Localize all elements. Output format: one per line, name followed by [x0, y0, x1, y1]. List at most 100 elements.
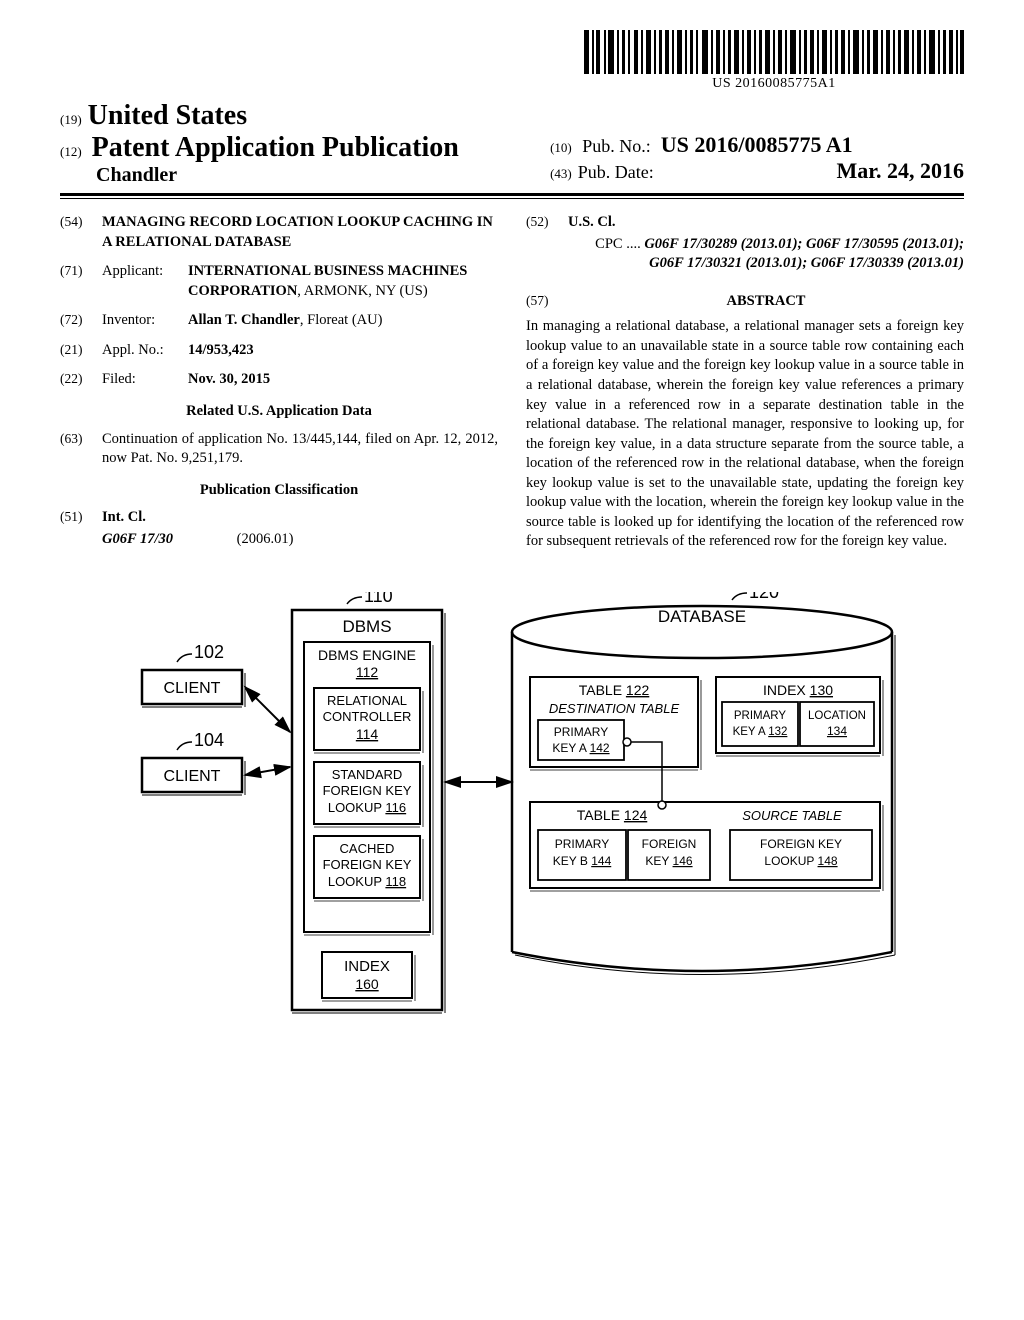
dbms-engine-ref: 112	[356, 664, 379, 680]
ref-102: 102	[194, 642, 224, 662]
relational-ref: 114	[356, 726, 379, 742]
inventor-value: Allan T. Chandler, Floreat (AU)	[188, 311, 498, 331]
ref-120: 120	[749, 592, 779, 602]
svg-text:LOOKUP 148: LOOKUP 148	[764, 854, 837, 868]
code-54: (54)	[60, 213, 102, 252]
author-name: Chandler	[96, 164, 530, 187]
svg-text:KEY 146: KEY 146	[645, 854, 692, 868]
index-160-ref: 160	[355, 976, 379, 992]
svg-text:KEY A 132: KEY A 132	[733, 726, 788, 738]
location-ref: 134	[827, 724, 847, 738]
code-72: (72)	[60, 311, 102, 331]
svg-text:FOREIGN KEY: FOREIGN KEY	[323, 857, 412, 872]
code-57: (57)	[526, 292, 568, 318]
header-block: (19) United States (12) Patent Applicati…	[60, 100, 964, 187]
svg-text:PRIMARY: PRIMARY	[554, 725, 608, 739]
relational-label-2: CONTROLLER	[323, 709, 412, 724]
code-10: (10)	[550, 140, 572, 155]
index-160-label: INDEX	[344, 958, 390, 975]
applicant-label: Applicant:	[102, 262, 188, 301]
source-table-label: SOURCE TABLE	[742, 808, 842, 823]
code-21: (21)	[60, 341, 102, 361]
fk-ref: 146	[673, 854, 693, 868]
svg-text:LOOKUP 116: LOOKUP 116	[328, 800, 406, 815]
field-72: (72) Inventor: Allan T. Chandler, Florea…	[60, 311, 498, 331]
code-63: (63)	[60, 430, 102, 469]
client-1-label: CLIENT	[164, 680, 221, 697]
code-52: (52)	[526, 213, 568, 233]
pubdate-label: Pub. Date:	[578, 162, 654, 183]
field-22: (22) Filed: Nov. 30, 2015	[60, 370, 498, 390]
dbms-engine-label: DBMS ENGINE	[318, 647, 416, 663]
svg-text:KEY A 142: KEY A 142	[552, 741, 610, 755]
code-71: (71)	[60, 262, 102, 301]
bibliographic-columns: (54) MANAGING RECORD LOCATION LOOKUP CAC…	[60, 213, 964, 552]
left-column: (54) MANAGING RECORD LOCATION LOOKUP CAC…	[60, 213, 498, 552]
ref-104: 104	[194, 730, 224, 750]
field-71: (71) Applicant: INTERNATIONAL BUSINESS M…	[60, 262, 498, 301]
filed-value: Nov. 30, 2015	[188, 370, 498, 390]
continuation-text: Continuation of application No. 13/445,1…	[102, 430, 498, 469]
field-52: (52) U.S. Cl.	[526, 213, 964, 233]
svg-text:CACHED: CACHED	[340, 841, 395, 856]
applno-label: Appl. No.:	[102, 341, 188, 361]
intcl-value: G06F 17/30 (2006.01)	[102, 530, 498, 550]
std-lookup-ref: 116	[385, 800, 406, 815]
intcl-label: Int. Cl.	[102, 508, 146, 528]
divider-thick	[60, 193, 964, 196]
svg-text:FOREIGN: FOREIGN	[642, 837, 697, 851]
inventor-label: Inventor:	[102, 311, 188, 331]
field-21: (21) Appl. No.: 14/953,423	[60, 341, 498, 361]
uscl-label: U.S. Cl.	[568, 213, 616, 233]
field-51: (51) Int. Cl.	[60, 508, 498, 528]
invention-title: MANAGING RECORD LOCATION LOOKUP CACHING …	[102, 213, 498, 252]
divider-thin	[60, 198, 964, 199]
abstract-title: ABSTRACT	[568, 292, 964, 312]
svg-text:STANDARD: STANDARD	[332, 767, 403, 782]
abstract-text: In managing a relational database, a rel…	[526, 317, 964, 552]
svg-text:KEY B 144: KEY B 144	[553, 854, 612, 868]
svg-text:PRIMARY: PRIMARY	[734, 710, 787, 722]
svg-text:INDEX 130: INDEX 130	[763, 682, 833, 698]
applno-value: 14/953,423	[188, 341, 498, 361]
publication-type: Patent Application Publication	[92, 132, 459, 163]
database-label: DATABASE	[658, 607, 746, 626]
related-data-title: Related U.S. Application Data	[60, 402, 498, 422]
svg-text:LOOKUP 118: LOOKUP 118	[328, 874, 406, 889]
dbms-label: DBMS	[342, 617, 391, 636]
field-63: (63) Continuation of application No. 13/…	[60, 430, 498, 469]
ref-110: 110	[364, 592, 393, 606]
figure-1: 102 CLIENT 104 CLIENT 110 DBMS	[60, 592, 964, 1052]
barcode-text: US 20160085775A1	[584, 76, 964, 92]
table-124-ref: 124	[624, 807, 648, 823]
svg-text:FOREIGN KEY: FOREIGN KEY	[323, 783, 412, 798]
field-57: (57) ABSTRACT	[526, 292, 964, 318]
cpc-classification: CPC .... G06F 17/30289 (2013.01); G06F 1…	[570, 235, 964, 274]
pubdate-value: Mar. 24, 2016	[836, 158, 964, 184]
applicant-value: INTERNATIONAL BUSINESS MACHINES CORPORAT…	[188, 262, 498, 301]
index-130-ref: 130	[810, 682, 834, 698]
code-12: (12)	[60, 144, 82, 159]
relational-label-1: RELATIONAL	[327, 693, 407, 708]
fkl-ref: 148	[818, 854, 838, 868]
table-122-ref: 122	[626, 682, 650, 698]
pka-142-ref: 142	[590, 741, 610, 755]
location-label: LOCATION	[808, 710, 866, 722]
client-2-label: CLIENT	[164, 768, 221, 785]
cached-lookup-ref: 118	[385, 874, 406, 889]
right-column: (52) U.S. Cl. CPC .... G06F 17/30289 (20…	[526, 213, 964, 552]
barcode: US 20160085775A1	[584, 30, 964, 92]
svg-text:TABLE 124: TABLE 124	[577, 807, 648, 823]
code-51: (51)	[60, 508, 102, 528]
pubno-value: US 2016/0085775 A1	[661, 132, 853, 157]
field-54: (54) MANAGING RECORD LOCATION LOOKUP CAC…	[60, 213, 498, 252]
dest-table-label: DESTINATION TABLE	[549, 701, 680, 716]
code-22: (22)	[60, 370, 102, 390]
pubno-label: Pub. No.:	[582, 136, 651, 156]
code-19: (19)	[60, 112, 82, 128]
country: United States	[88, 100, 247, 132]
barcode-region: US 20160085775A1	[60, 30, 964, 92]
code-43: (43)	[550, 166, 572, 182]
filed-label: Filed:	[102, 370, 188, 390]
patent-page: US 20160085775A1 (19) United States (12)…	[0, 0, 1024, 1092]
